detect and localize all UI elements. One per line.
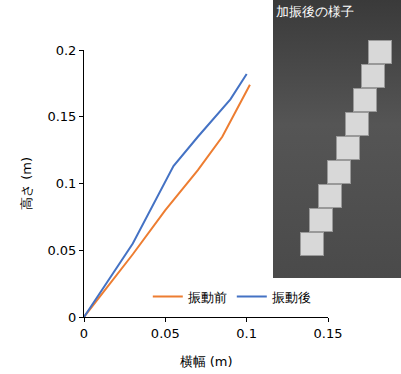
svg-text:0.05: 0.05 bbox=[47, 243, 76, 258]
svg-text:0: 0 bbox=[68, 310, 76, 325]
svg-text:0.15: 0.15 bbox=[47, 109, 76, 124]
svg-text:0: 0 bbox=[80, 326, 88, 341]
svg-text:横幅 (m): 横幅 (m) bbox=[180, 354, 233, 369]
svg-text:0.05: 0.05 bbox=[151, 326, 180, 341]
svg-text:振動後: 振動後 bbox=[272, 290, 311, 305]
svg-text:0.1: 0.1 bbox=[236, 326, 257, 341]
svg-text:振動前: 振動前 bbox=[188, 290, 227, 305]
html-text:加振後の様子: 加振後の様子 bbox=[276, 4, 354, 19]
svg-text:0.15: 0.15 bbox=[314, 326, 343, 341]
svg-text:0.1: 0.1 bbox=[56, 176, 77, 191]
svg-text:高さ (m): 高さ (m) bbox=[19, 157, 34, 210]
svg-text:0.2: 0.2 bbox=[56, 43, 77, 58]
